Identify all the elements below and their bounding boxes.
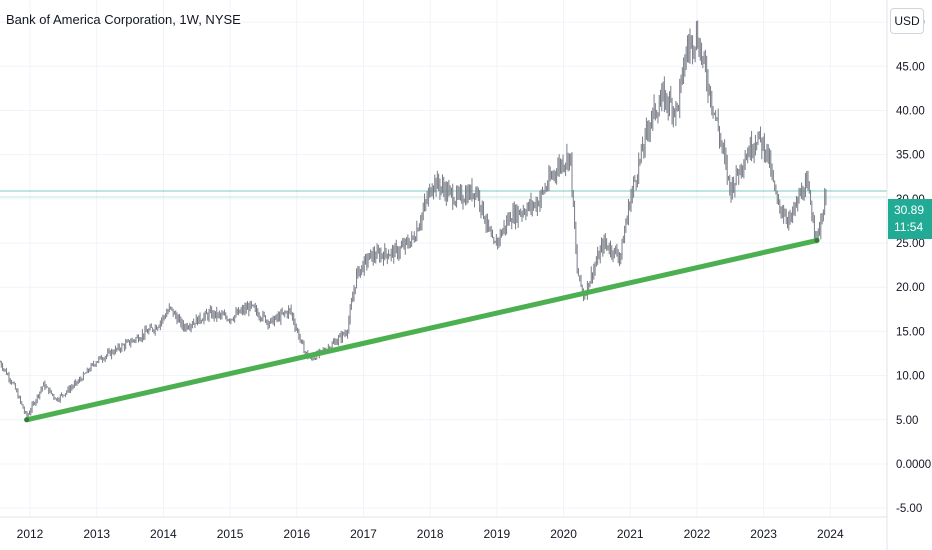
- y-tick-label: 5.00: [896, 415, 918, 427]
- x-tick-label: 2014: [150, 527, 177, 541]
- y-tick-label: 40.00: [896, 105, 925, 117]
- x-tick-label: 2020: [550, 527, 577, 541]
- x-tick-label: 2024: [817, 527, 844, 541]
- x-tick-label: 2013: [83, 527, 110, 541]
- x-tick-label: 2016: [283, 527, 310, 541]
- x-tick-label: 2021: [617, 527, 644, 541]
- chart-title: Bank of America Corporation, 1W, NYSE: [6, 12, 241, 27]
- x-tick-label: 2018: [417, 527, 444, 541]
- y-tick-label: 0.0000: [896, 459, 931, 471]
- y-tick-label: 20.00: [896, 282, 925, 294]
- trendline[interactable]: [24, 237, 820, 423]
- trendline-end-handle[interactable]: [814, 237, 820, 243]
- y-tick-label: 45.00: [896, 61, 925, 73]
- x-tick-label: 2023: [750, 527, 777, 541]
- x-tick-label: 2012: [17, 527, 44, 541]
- last-price-value: 30.89: [894, 203, 925, 217]
- last-price-label: 30.89 11:54: [888, 199, 932, 239]
- x-tick-label: 2015: [217, 527, 244, 541]
- x-tick-label: 2017: [350, 527, 377, 541]
- trendline-group[interactable]: [24, 237, 820, 423]
- y-tick-label: -5.00: [896, 503, 922, 515]
- candle-series: [0, 20, 827, 420]
- trendline-start-handle[interactable]: [24, 417, 30, 423]
- y-tick-label: 10.00: [896, 371, 925, 383]
- grid-lines: [0, 0, 887, 517]
- currency-button[interactable]: USD: [890, 8, 924, 34]
- x-tick-label: 2019: [484, 527, 511, 541]
- y-tick-label: 15.00: [896, 326, 925, 338]
- x-tick-label: 2022: [684, 527, 711, 541]
- y-tick-label: 35.00: [896, 150, 925, 162]
- y-tick-label: 25.00: [896, 238, 925, 250]
- bar-countdown: 11:54: [894, 220, 924, 234]
